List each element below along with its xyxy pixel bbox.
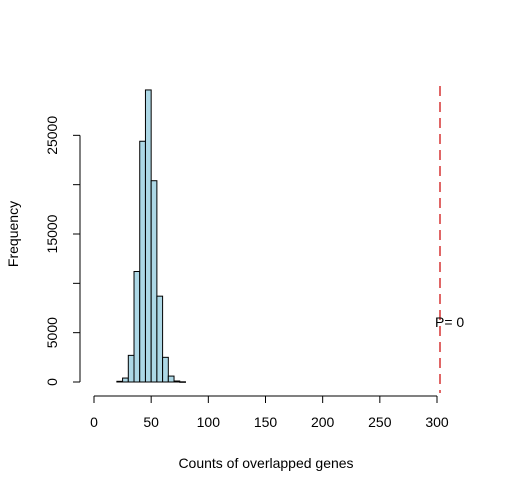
x-tick-label: 100	[197, 414, 221, 430]
y-tick-label: 25000	[44, 116, 60, 155]
x-tick-label: 250	[368, 414, 392, 430]
y-tick-label: 15000	[44, 214, 60, 253]
histogram-bar	[156, 295, 164, 383]
histogram-bar	[150, 180, 158, 383]
histogram-bar	[167, 375, 175, 383]
x-tick-label: 300	[425, 414, 449, 430]
bars-layer	[116, 89, 186, 383]
histogram-bar	[127, 354, 135, 383]
x-tick-label: 50	[143, 414, 159, 430]
x-tick-label: 150	[254, 414, 278, 430]
histogram-bar	[122, 377, 129, 383]
p-value-annotation: P= 0	[435, 314, 464, 330]
histogram-bar	[139, 140, 146, 383]
histogram-bar	[144, 89, 152, 383]
x-tick-label: 200	[311, 414, 335, 430]
x-tick-label: 0	[90, 414, 98, 430]
x-axis-title: Counts of overlapped genes	[178, 455, 353, 471]
y-axis: 0 5000 15000 25000	[44, 116, 81, 386]
histogram-bar	[173, 380, 181, 383]
x-axis: 0 50 100 150 200 250 300	[90, 395, 449, 430]
y-axis-title: Frequency	[5, 201, 21, 267]
histogram-bar	[116, 380, 124, 383]
histogram-bar	[133, 270, 141, 383]
histogram-bar	[179, 381, 186, 383]
histogram-bar	[162, 356, 169, 383]
y-tick-label: 0	[44, 378, 60, 386]
y-tick-label: 5000	[44, 317, 60, 348]
